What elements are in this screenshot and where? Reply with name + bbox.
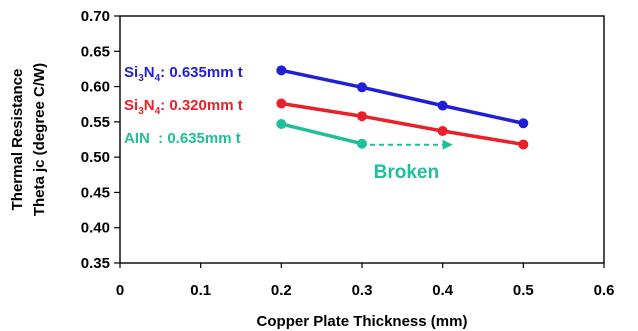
x-tick-label: 0.4: [432, 282, 454, 299]
data-point: [276, 118, 287, 129]
series-2: [276, 118, 367, 149]
x-tick-label: 0: [116, 282, 124, 299]
series-label-1: Si3N4: 0.320mm t: [124, 97, 243, 117]
y-axis-ticks: 0.35 0.40 0.45 0.50 0.55 0.60 0.65 0.70: [81, 8, 120, 272]
data-point: [437, 100, 448, 111]
series-line: [280, 122, 363, 146]
x-tick-label: 0.3: [352, 282, 373, 299]
y-tick-label: 0.45: [81, 184, 110, 201]
y-axis-title-line-1: Thermal Resistance: [9, 69, 26, 211]
y-tick-label: 0.60: [81, 79, 110, 96]
x-tick-label: 0.1: [190, 282, 211, 299]
data-point: [518, 118, 529, 129]
broken-label: Broken: [374, 162, 439, 183]
data-point: [357, 138, 367, 149]
y-tick-label: 0.50: [81, 149, 110, 166]
series-labels: Si3N4: 0.635mm t Si3N4: 0.320mm t AIN : 0.…: [124, 64, 243, 147]
data-point: [276, 98, 287, 109]
data-point: [357, 82, 367, 93]
broken-annotation: Broken: [370, 139, 453, 183]
y-tick-label: 0.55: [81, 114, 110, 131]
x-axis-title: Copper Plate Thickness (mm): [257, 313, 468, 330]
data-point: [518, 139, 529, 150]
data-point: [437, 126, 448, 137]
broken-arrow-head: [442, 139, 453, 150]
y-axis-title-line-2: Theta jc (degree C/W): [31, 63, 48, 216]
data-point: [276, 65, 287, 76]
x-tick-label: 0.6: [594, 282, 615, 299]
x-tick-label: 0.5: [513, 282, 534, 299]
y-tick-label: 0.40: [81, 220, 110, 237]
series-label-0: Si3N4: 0.635mm t: [124, 64, 243, 84]
series-0: [276, 65, 529, 129]
series-1: [276, 98, 529, 150]
data-point: [357, 111, 367, 122]
y-tick-label: 0.65: [81, 43, 110, 60]
y-tick-label: 0.35: [81, 255, 110, 272]
y-tick-label: 0.70: [81, 8, 110, 25]
x-tick-label: 0.2: [271, 282, 292, 299]
series-line: [280, 68, 524, 125]
x-axis-ticks: 0 0.1 0.2 0.3 0.4 0.5 0.6: [116, 263, 615, 299]
series-layer: [276, 65, 529, 150]
series-line: [281, 101, 524, 147]
series-label-2: AIN : 0.635mm t: [124, 130, 241, 147]
